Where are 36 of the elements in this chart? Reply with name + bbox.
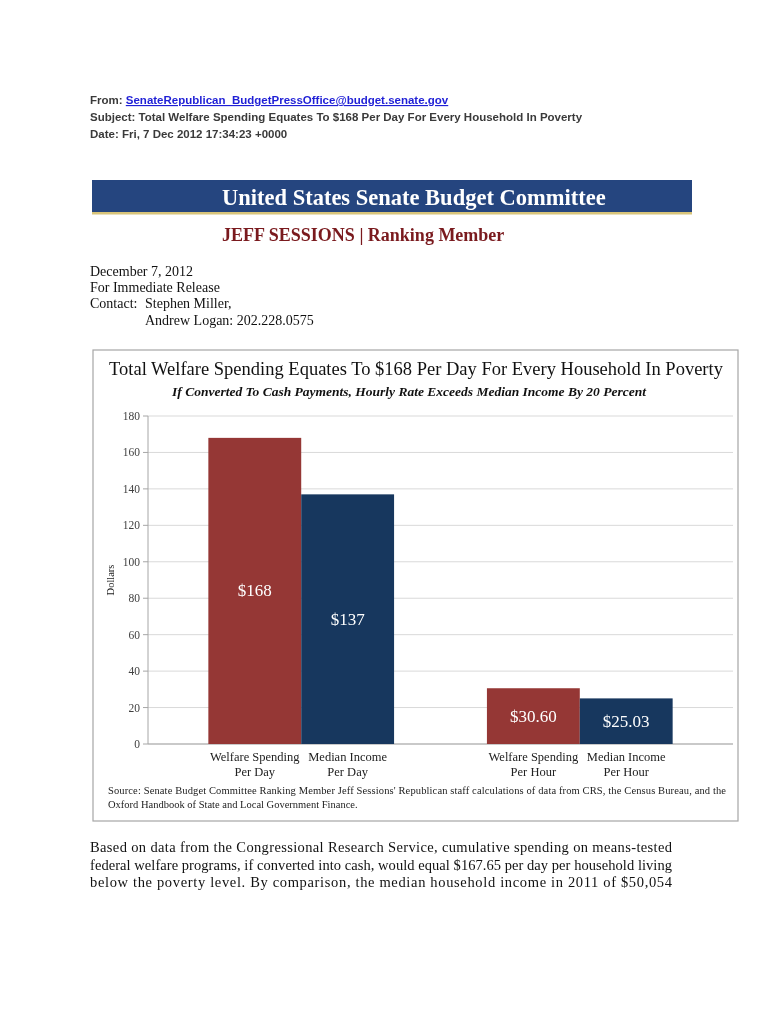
- text: Based on data from the Congressional Research Service, cumulative spending on means-tested federal welfare programs, if converted into cash, would equal $167.65 per day per household living below the poverty level. By comparison, the median household income in 2011 of $50,054: [90, 839, 673, 890]
- text: December 7, 2012: [90, 264, 194, 279]
- y-tick-label: 180: [122, 410, 141, 422]
- data-label: $30.60: [509, 706, 557, 726]
- x-tick-label: Median Income Per Hour: [586, 750, 667, 779]
- x-tick-label: Median Income Per Day: [308, 750, 388, 779]
- y-axis-title: Dollars: [104, 564, 116, 596]
- x-tick-label: Welfare Spending Per Day: [209, 750, 301, 779]
- text: For Immediate Release: [90, 280, 220, 295]
- y-tick-label: 140: [122, 482, 141, 495]
- y-tick-label: 100: [122, 555, 141, 568]
- y-tick-label: 120: [122, 519, 141, 532]
- data-label: $25.03: [602, 711, 650, 731]
- text: United States Senate Budget Committee: [222, 185, 606, 210]
- bar: [486, 688, 580, 744]
- y-tick-label: 0: [134, 738, 141, 750]
- y-tick-label: 20: [128, 701, 141, 714]
- x-tick-label: Welfare Spending Per Hour: [488, 750, 579, 779]
- text: Date: Fri, 7 Dec 2012 17:34:23 +0000: [90, 128, 288, 140]
- text: Andrew Logan: 202.228.0575: [145, 313, 314, 328]
- bar: [301, 494, 395, 744]
- text: JEFF SESSIONS | Ranking Member: [222, 225, 505, 245]
- data-label: $137: [330, 609, 366, 629]
- chart-subtitle: If Converted To Cash Payments, Hourly Rate Exceeds Median Income By 20 Percent: [171, 384, 648, 399]
- text: From: SenateRepublican_BudgetPressOffice@budget.senate.gov: [90, 94, 449, 106]
- source-note: Source: Senate Budget Committee Ranking Member Jeff Sessions' Republican staff calculations of data from CRS, the Census Bureau, and the Oxford Handbook of State and Local Government Finance.: [108, 785, 727, 810]
- text: Contact: Stephen Miller,: [90, 296, 232, 311]
- y-tick-label: 40: [128, 665, 141, 678]
- bar: [208, 437, 302, 744]
- y-tick-label: 60: [128, 628, 141, 641]
- y-tick-label: 160: [122, 446, 141, 459]
- chart-title: Total Welfare Spending Equates To $168 Per Day For Every Household In Poverty: [109, 359, 724, 379]
- y-tick-label: 80: [128, 592, 141, 605]
- data-label: $168: [237, 581, 272, 601]
- bar: [579, 698, 673, 744]
- text: Subject: Total Welfare Spending Equates To $168 Per Day For Every Household In Poverty: [90, 111, 583, 123]
